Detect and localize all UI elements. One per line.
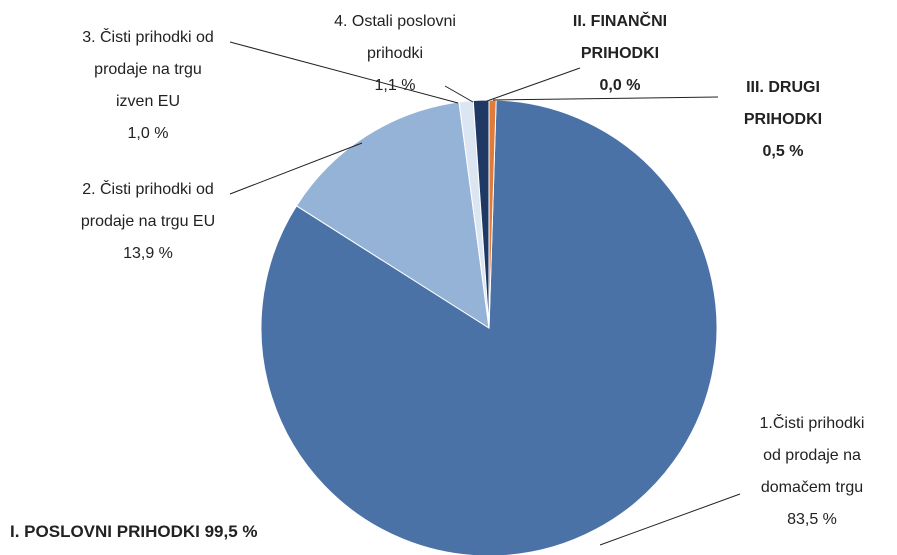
category-label: 2. Čisti prihodki od prodaje na trgu EU (80, 181, 216, 230)
value-label: 13,9 % (123, 245, 173, 262)
value-label: 0,0 % (599, 77, 641, 94)
leader-line (229, 142, 363, 195)
value-label: 1,0 % (127, 125, 169, 142)
category-label: II. FINANČNI PRIHODKI (572, 13, 668, 62)
leader-line (444, 85, 474, 103)
category-label: 3. Čisti prihodki od prodaje na trgu izv… (82, 29, 214, 110)
category-label: 4. Ostali poslovni prihodki (334, 13, 456, 62)
value-label: 1,1 % (374, 77, 416, 94)
slice-label: III. DRUGI PRIHODKI 0,5 % (733, 72, 833, 168)
slice-label: 1.Čisti prihodki od prodaje na domačem t… (750, 408, 875, 536)
value-label: 0,5 % (762, 143, 804, 160)
value-label: 83,5 % (787, 511, 837, 528)
slice-label: 3. Čisti prihodki od prodaje na trgu izv… (81, 22, 216, 150)
leader-line (599, 493, 741, 546)
category-label: III. DRUGI PRIHODKI (743, 79, 823, 128)
slice-label: 2. Čisti prihodki od prodaje na trgu EU 1… (81, 174, 216, 270)
slice-label: 4. Ostali poslovni prihodki 1,1 % (323, 6, 468, 102)
slice-label: II. FINANČNI PRIHODKI 0,0 % (563, 6, 678, 102)
category-label: 1.Čisti prihodki od prodaje na domačem t… (759, 415, 865, 496)
leader-line (486, 67, 581, 102)
pie-slice (295, 101, 490, 329)
leader-line (229, 41, 459, 104)
annotation: I. POSLOVNI PRIHODKI 99,5 % (10, 522, 258, 541)
leader-line (492, 96, 719, 101)
